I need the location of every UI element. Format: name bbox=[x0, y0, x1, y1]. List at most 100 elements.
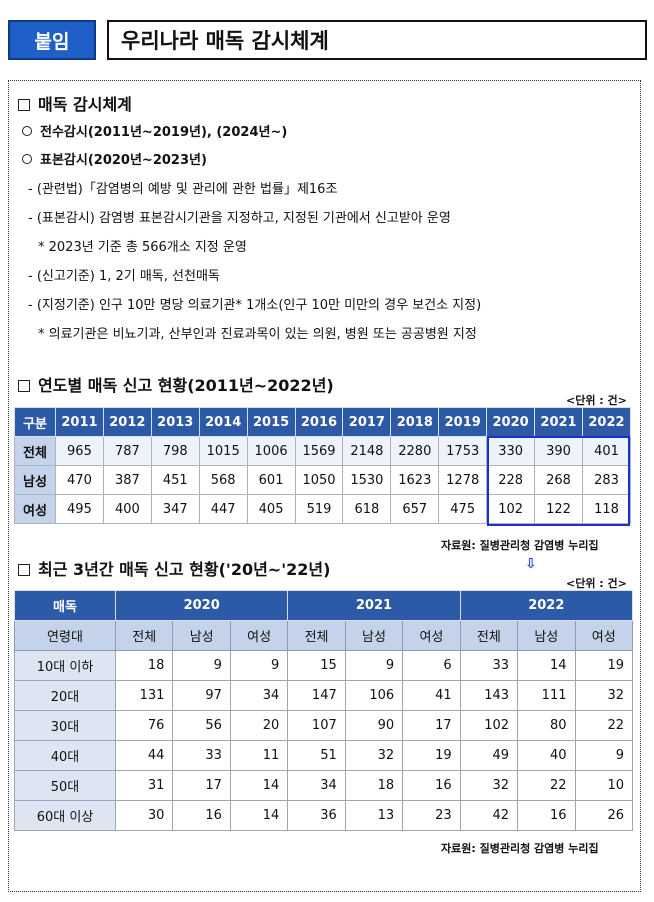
table-cell: 33 bbox=[459, 650, 519, 681]
page-title: 우리나라 매독 감시체계 bbox=[107, 20, 647, 60]
table-cell: 228 bbox=[486, 465, 536, 495]
column-header: 전체 bbox=[114, 620, 174, 651]
year-header: 2022 bbox=[459, 590, 634, 621]
table-cell: 330 bbox=[486, 436, 536, 466]
section3-heading: 최근 3년간 매독 신고 현황('20년~'22년) bbox=[18, 556, 330, 580]
table-cell: 1015 bbox=[198, 436, 248, 466]
column-header: 2013 bbox=[150, 407, 200, 437]
bullet-line: - (신고기준) 1, 2기 매독, 선천매독 bbox=[28, 269, 220, 284]
table-cell: 283 bbox=[581, 465, 632, 495]
source-note: 자료원: 질병관리청 감염병 누리집 bbox=[441, 539, 599, 552]
table-row: 10대 이하 18 9 9 15 9 6 33 14 19 bbox=[14, 650, 633, 681]
column-header: 2018 bbox=[390, 407, 440, 437]
table-cell: 1753 bbox=[438, 436, 488, 466]
table-cell: 618 bbox=[342, 494, 392, 524]
section2-heading: 연도별 매독 신고 현황(2011년~2022년) bbox=[18, 372, 334, 396]
row-header: 50대 bbox=[14, 770, 116, 801]
table-cell: 9 bbox=[172, 650, 231, 681]
table-cell: 1050 bbox=[294, 465, 344, 495]
table-cell: 40 bbox=[517, 740, 576, 771]
row-header: 20대 bbox=[14, 680, 116, 711]
table-cell: 14 bbox=[517, 650, 576, 681]
circle-bullet-icon bbox=[22, 126, 32, 136]
section2-heading-text: 연도별 매독 신고 현황(2011년~2022년) bbox=[38, 376, 334, 395]
table-cell: 17 bbox=[402, 710, 461, 741]
table-cell: 34 bbox=[229, 680, 289, 711]
table-cell: 19 bbox=[574, 650, 633, 681]
table-cell: 268 bbox=[534, 465, 583, 495]
section1-heading: 매독 감시체계 bbox=[18, 91, 132, 115]
section1-item1: 전수감시(2011년~2019년), (2024년~) bbox=[22, 121, 287, 140]
table-cell: 102 bbox=[459, 710, 519, 741]
column-header: 여성 bbox=[402, 620, 461, 651]
table-cell: 1623 bbox=[390, 465, 440, 495]
table-row: 60대 이상 30 16 14 36 13 23 42 16 26 bbox=[14, 800, 633, 831]
table-cell: 22 bbox=[574, 710, 633, 741]
table-cell: 131 bbox=[114, 680, 174, 711]
table-cell: 9 bbox=[344, 650, 404, 681]
circle-bullet-icon bbox=[22, 154, 32, 164]
table-cell: 17 bbox=[172, 770, 231, 801]
table-cell: 90 bbox=[344, 710, 404, 741]
item1-text: 전수감시(2011년~2019년), (2024년~) bbox=[40, 125, 288, 140]
table-row: 남성 470 387 451 568 601 1050 1530 1623 12… bbox=[14, 465, 632, 495]
age-column-header: 연령대 bbox=[14, 620, 116, 651]
column-header: 여성 bbox=[229, 620, 289, 651]
table-header-row: 매독 2020 2021 2022 bbox=[14, 590, 634, 621]
column-header: 2012 bbox=[102, 407, 152, 437]
table-cell: 390 bbox=[534, 436, 583, 466]
table-cell: 22 bbox=[517, 770, 576, 801]
table-cell: 657 bbox=[390, 494, 440, 524]
table-cell: 118 bbox=[581, 494, 632, 524]
table-cell: 41 bbox=[402, 680, 461, 711]
table-cell: 1006 bbox=[246, 436, 296, 466]
table-cell: 30 bbox=[114, 800, 174, 831]
column-header: 2022 bbox=[581, 407, 632, 437]
table-cell: 14 bbox=[229, 770, 289, 801]
table-cell: 601 bbox=[246, 465, 296, 495]
table-cell: 401 bbox=[581, 436, 632, 466]
table-cell: 18 bbox=[344, 770, 404, 801]
table-cell: 122 bbox=[534, 494, 583, 524]
table-cell: 18 bbox=[114, 650, 174, 681]
table-cell: 33 bbox=[172, 740, 231, 771]
table-subheader-row: 연령대 전체 남성 여성 전체 남성 여성 전체 남성 여성 bbox=[14, 620, 633, 651]
corner-header: 매독 bbox=[14, 590, 116, 621]
age-report-table: 매독 2020 2021 2022 연령대 전체 남성 여성 전체 남성 여성 … bbox=[14, 590, 634, 831]
table-cell: 519 bbox=[294, 494, 344, 524]
column-header: 남성 bbox=[517, 620, 576, 651]
row-header: 40대 bbox=[14, 740, 116, 771]
square-bullet-icon bbox=[18, 380, 30, 392]
table-cell: 568 bbox=[198, 465, 248, 495]
table-cell: 31 bbox=[114, 770, 174, 801]
table-cell: 798 bbox=[150, 436, 200, 466]
note-line: * 2023년 기준 총 566개소 지정 운영 bbox=[38, 240, 247, 255]
table-cell: 387 bbox=[102, 465, 152, 495]
table-cell: 106 bbox=[344, 680, 404, 711]
attachment-tag: 붙임 bbox=[8, 20, 96, 60]
table-cell: 1530 bbox=[342, 465, 392, 495]
table-cell: 2280 bbox=[390, 436, 440, 466]
table-row: 50대 31 17 14 34 18 16 32 22 10 bbox=[14, 770, 633, 801]
row-header: 남성 bbox=[14, 465, 56, 495]
down-arrow-icon: ⇩ bbox=[525, 556, 537, 572]
column-header: 2014 bbox=[198, 407, 248, 437]
table-cell: 32 bbox=[344, 740, 404, 771]
table-header-row: 구분 2011 2012 2013 2014 2015 2016 2017 20… bbox=[14, 407, 632, 437]
source-note: 자료원: 질병관리청 감염병 누리집 bbox=[441, 842, 599, 855]
table-cell: 51 bbox=[287, 740, 346, 771]
table-cell: 787 bbox=[102, 436, 152, 466]
column-header: 구분 bbox=[14, 407, 56, 437]
table-cell: 451 bbox=[150, 465, 200, 495]
table-cell: 36 bbox=[287, 800, 346, 831]
row-header: 60대 이상 bbox=[14, 800, 116, 831]
table-cell: 76 bbox=[114, 710, 174, 741]
table-cell: 1569 bbox=[294, 436, 344, 466]
bullet-line: - (지정기준) 인구 10만 명당 의료기관* 1개소(인구 10만 미만의 … bbox=[28, 298, 482, 313]
table-cell: 32 bbox=[574, 680, 633, 711]
year-header: 2020 bbox=[114, 590, 289, 621]
table-cell: 23 bbox=[402, 800, 461, 831]
row-header: 전체 bbox=[14, 436, 56, 466]
table-cell: 13 bbox=[344, 800, 404, 831]
table-cell: 97 bbox=[172, 680, 231, 711]
